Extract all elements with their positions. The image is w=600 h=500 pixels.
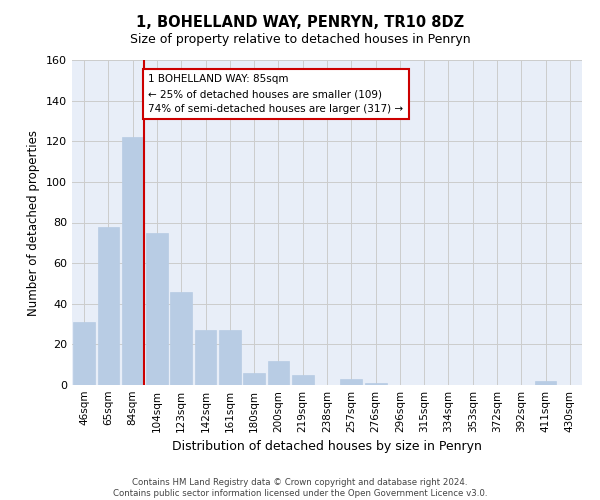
- Text: Contains HM Land Registry data © Crown copyright and database right 2024.
Contai: Contains HM Land Registry data © Crown c…: [113, 478, 487, 498]
- Text: 1 BOHELLAND WAY: 85sqm
← 25% of detached houses are smaller (109)
74% of semi-de: 1 BOHELLAND WAY: 85sqm ← 25% of detached…: [149, 74, 404, 114]
- Bar: [122, 137, 143, 385]
- Bar: [340, 379, 362, 385]
- X-axis label: Distribution of detached houses by size in Penryn: Distribution of detached houses by size …: [172, 440, 482, 454]
- Bar: [268, 360, 289, 385]
- Bar: [292, 375, 314, 385]
- Bar: [146, 232, 168, 385]
- Bar: [170, 292, 192, 385]
- Bar: [535, 381, 556, 385]
- Bar: [194, 330, 217, 385]
- Bar: [97, 226, 119, 385]
- Bar: [243, 373, 265, 385]
- Bar: [219, 330, 241, 385]
- Text: Size of property relative to detached houses in Penryn: Size of property relative to detached ho…: [130, 32, 470, 46]
- Text: 1, BOHELLAND WAY, PENRYN, TR10 8DZ: 1, BOHELLAND WAY, PENRYN, TR10 8DZ: [136, 15, 464, 30]
- Y-axis label: Number of detached properties: Number of detached properties: [28, 130, 40, 316]
- Bar: [365, 383, 386, 385]
- Bar: [73, 322, 95, 385]
